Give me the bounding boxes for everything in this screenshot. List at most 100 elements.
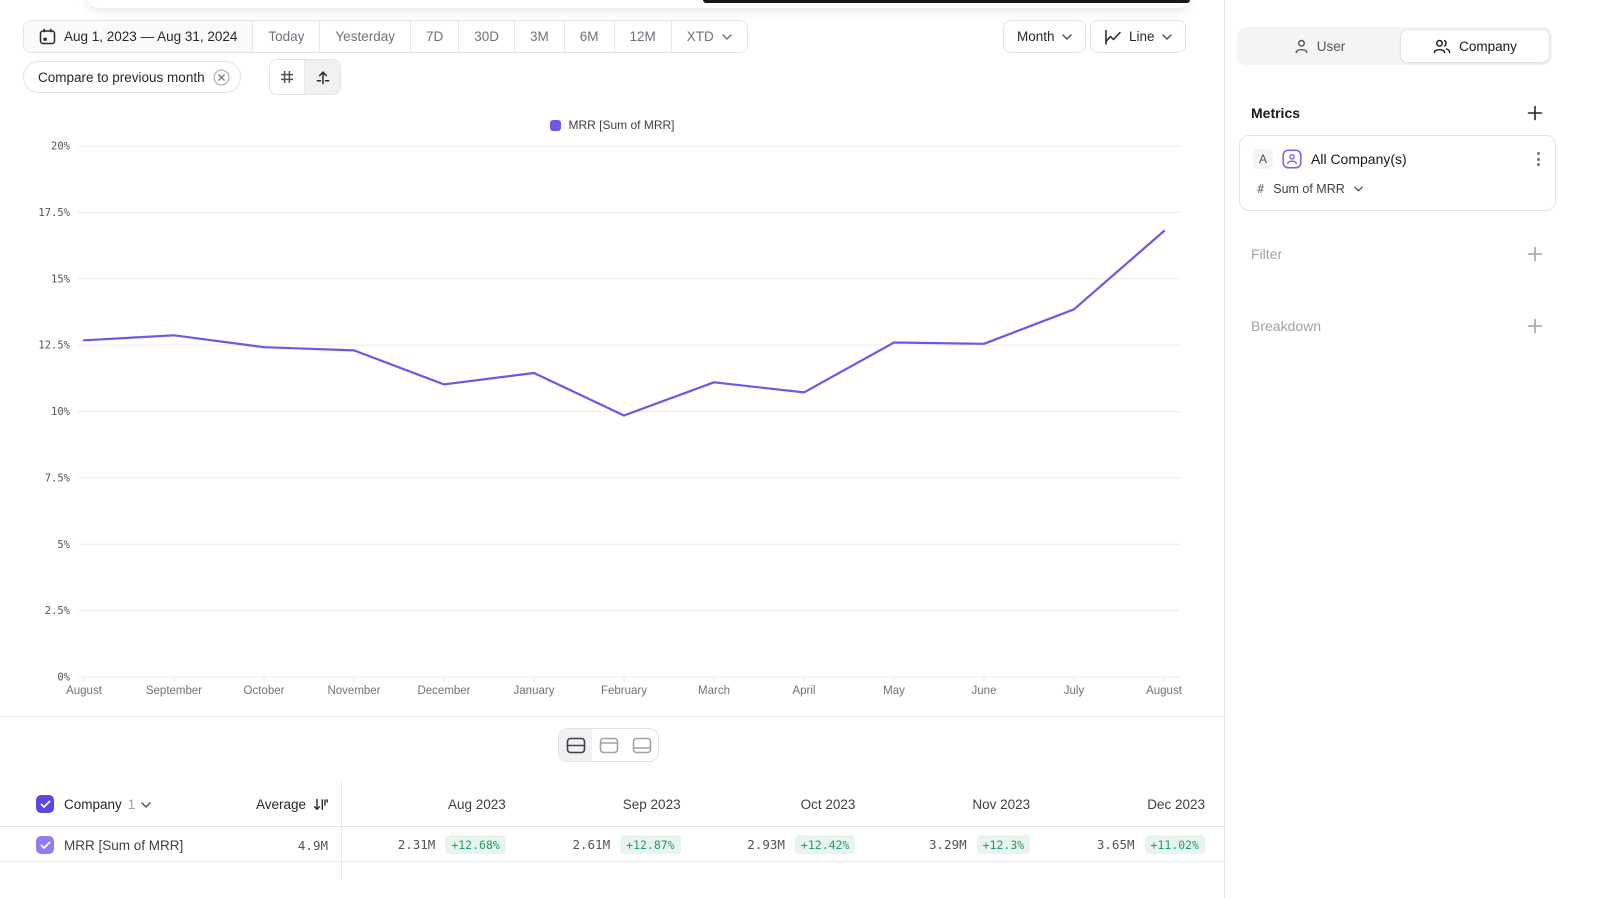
metric-row-name: MRR [Sum of MRR] [64, 837, 184, 853]
breakdown-title: Breakdown [1251, 318, 1322, 334]
company-header-label: Company [64, 797, 122, 812]
granularity-label: Month [1017, 29, 1055, 44]
svg-text:August: August [66, 685, 103, 697]
table-header-row: Company 1 Average Aug 2023 Sep 2023 [0, 782, 1225, 827]
arrow-up-from-line-icon [316, 71, 329, 85]
line-chart-icon [1105, 29, 1121, 45]
row-checkbox[interactable] [36, 836, 54, 854]
svg-text:October: October [244, 685, 285, 697]
delta-badge: +12.87% [620, 835, 681, 854]
legend-swatch [550, 119, 562, 131]
chart-type-label: Line [1129, 29, 1155, 44]
compare-chip[interactable]: Compare to previous month [23, 61, 241, 93]
legend-label: MRR [Sum of MRR] [568, 118, 675, 132]
check-icon [40, 841, 50, 849]
svg-text:April: April [792, 685, 815, 697]
svg-text:17.5%: 17.5% [38, 207, 70, 219]
table-only-button[interactable] [625, 729, 658, 761]
table-column-separator [341, 782, 342, 880]
cutoff-dark-bar [703, 0, 1190, 3]
add-breakdown-button[interactable] [1527, 318, 1543, 334]
svg-text:June: June [972, 685, 997, 697]
add-metric-button[interactable] [1527, 105, 1543, 121]
granularity-dropdown[interactable]: Month [1003, 20, 1086, 53]
svg-text:September: September [146, 685, 202, 697]
metric-letter-badge: A [1253, 149, 1273, 169]
preset-6m[interactable]: 6M [564, 21, 615, 52]
chevron-down-icon [1061, 33, 1072, 40]
metric-aggregation-selector[interactable]: # Sum of MRR [1257, 182, 1363, 196]
user-toggle-label: User [1316, 38, 1346, 54]
svg-text:10%: 10% [51, 406, 71, 418]
metric-card[interactable]: A All Company(s) # Sum of MRR [1239, 135, 1556, 211]
breakdown-section-header: Breakdown [1251, 318, 1543, 334]
preset-7d[interactable]: 7D [410, 21, 460, 52]
split-view-button[interactable] [559, 729, 592, 761]
date-range-group: Aug 1, 2023 — Aug 31, 2024 Today Yesterd… [23, 20, 748, 53]
svg-text:May: May [883, 685, 905, 697]
top-panel-icon [599, 737, 618, 753]
delta-badge: +12.68% [445, 835, 506, 854]
compare-chip-label: Compare to previous month [38, 69, 205, 85]
aggregation-label: Sum of MRR [1273, 182, 1345, 196]
select-all-checkbox[interactable] [36, 795, 54, 813]
filter-section-header: Filter [1251, 246, 1543, 262]
svg-text:March: March [698, 685, 730, 697]
table-row: MRR [Sum of MRR] 4.9M 2.31M +12.68% 2.61… [0, 828, 1225, 862]
chart-type-dropdown[interactable]: Line [1090, 20, 1186, 53]
chart-only-button[interactable] [592, 729, 625, 761]
remove-compare-icon[interactable] [213, 68, 230, 86]
preset-yesterday[interactable]: Yesterday [320, 21, 411, 52]
preset-12m[interactable]: 12M [614, 21, 672, 52]
col-oct-2023: Oct 2023 [800, 796, 856, 812]
average-column-header[interactable]: Average [200, 782, 328, 827]
preset-3m[interactable]: 3M [515, 21, 565, 52]
svg-text:15%: 15% [51, 273, 71, 285]
plus-icon [1527, 246, 1543, 262]
add-filter-button[interactable] [1527, 246, 1543, 262]
mrr-line-chart: 0% 2.5% 5% 7.5% 10% 12.5% 15% 17.5% 20% August Sep… [38, 141, 1183, 698]
svg-text:0%: 0% [57, 672, 70, 684]
hash-icon [281, 71, 293, 83]
chevron-down-icon [722, 33, 732, 40]
date-range-button[interactable]: Aug 1, 2023 — Aug 31, 2024 [24, 21, 254, 52]
svg-text:5%: 5% [57, 539, 70, 551]
preset-30d[interactable]: 30D [459, 21, 515, 52]
metrics-section-header: Metrics [1251, 105, 1543, 121]
svg-text:12.5%: 12.5% [38, 340, 70, 352]
cell-value: 2.93M [747, 837, 785, 852]
growth-values-button[interactable] [305, 60, 340, 94]
col-sep-2023: Sep 2023 [622, 796, 681, 812]
metric-row-cells: 2.31M +12.68% 2.61M +12.87% 2.93M +12.42… [341, 828, 1215, 861]
preset-xtd-dropdown[interactable]: XTD [671, 21, 747, 52]
user-icon [1295, 39, 1308, 53]
check-icon [40, 800, 50, 808]
settings-sidebar: User Company Metrics [1225, 0, 1600, 898]
svg-text:2.5%: 2.5% [45, 605, 71, 617]
split-view-icon [566, 737, 585, 753]
svg-text:July: July [1064, 685, 1085, 697]
month-column-headers: Aug 2023 Sep 2023 Oct 2023 Nov 2023 Dec … [341, 782, 1215, 826]
metric-row-average: 4.9M [297, 837, 328, 853]
cell-value: 2.31M [397, 837, 436, 852]
chevron-down-icon [1161, 33, 1172, 40]
metric-name: All Company(s) [1311, 151, 1407, 167]
metric-menu-icon[interactable] [1534, 149, 1543, 169]
delta-badge: +12.3% [976, 835, 1031, 854]
metrics-title: Metrics [1251, 105, 1301, 121]
number-type-icon: # [1257, 182, 1265, 196]
svg-text:December: December [417, 685, 470, 697]
company-toggle-button[interactable]: Company [1400, 29, 1550, 63]
delta-badge: +11.02% [1144, 835, 1205, 854]
preset-today[interactable]: Today [253, 21, 321, 52]
date-range-label: Aug 1, 2023 — Aug 31, 2024 [64, 29, 238, 44]
absolute-values-button[interactable] [270, 60, 305, 94]
user-toggle-button[interactable]: User [1239, 29, 1400, 63]
cell-value: 3.29M [929, 837, 967, 852]
main-pane: Aug 1, 2023 — Aug 31, 2024 Today Yesterd… [0, 0, 1225, 898]
company-column-header[interactable]: Company 1 [64, 782, 152, 827]
col-dec-2023: Dec 2023 [1147, 796, 1205, 812]
svg-text:August: August [1146, 685, 1183, 697]
cell-value: 3.65M [1096, 837, 1135, 852]
